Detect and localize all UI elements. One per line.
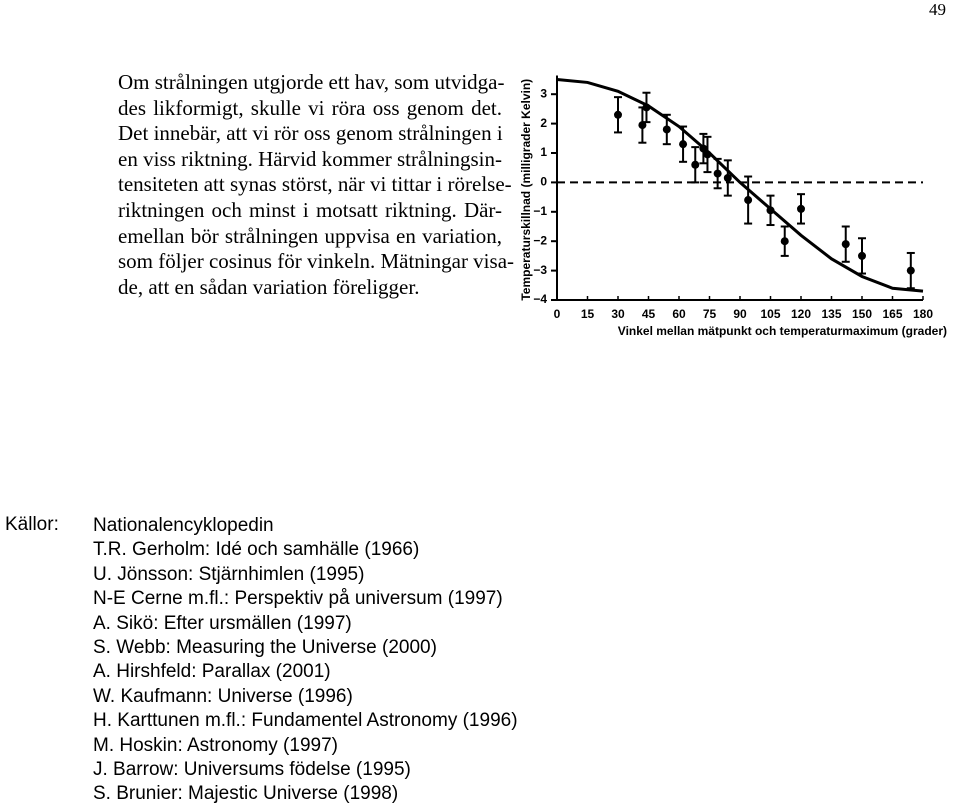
paragraph: Om strålningen utgjorde ett hav, som utv…	[118, 70, 515, 300]
x-tick-label: 0	[554, 307, 561, 321]
text-line: emellan bör strålningen uppvisa en varia…	[118, 223, 502, 248]
data-point	[841, 240, 850, 249]
text-line: riktningen och minst i motsatt riktning.…	[118, 197, 502, 222]
y-tick-label: −3	[533, 263, 547, 277]
source-item: N-E Cerne m.fl.: Perspektiv på universum…	[93, 588, 503, 610]
x-tick-label: 60	[672, 307, 686, 321]
source-item: H. Karttunen m.fl.: Fundamentel Astronom…	[93, 710, 518, 732]
x-tick-label: 105	[760, 307, 780, 321]
x-tick-label: 90	[733, 307, 747, 321]
data-point	[679, 140, 688, 149]
data-point	[744, 196, 753, 205]
sources-list: Nationalencyklopedin T.R. Gerholm: Idé oc…	[93, 514, 518, 807]
x-tick-label: 165	[882, 307, 902, 321]
source-item: S. Brunier: Majestic Universe (1998)	[93, 783, 399, 805]
fit-curve	[556, 78, 924, 293]
y-tick-label: −1	[533, 204, 547, 218]
data-point	[906, 266, 915, 275]
source-item: A. Sikö: Efter ursmällen (1997)	[93, 612, 352, 634]
text-line: tensiteten att synas störst, när vi titt…	[118, 172, 512, 197]
y-axis-label: Temperaturskillnad (milligrader Kelvin)	[519, 79, 533, 301]
x-tick-label: 45	[642, 307, 656, 321]
x-tick-label: 75	[703, 307, 717, 321]
x-tick-label: 15	[581, 307, 595, 321]
data-point	[614, 110, 622, 119]
data-point	[797, 204, 805, 213]
data-point	[713, 169, 722, 178]
x-tick-label: 135	[821, 307, 841, 321]
x-tick-label: 150	[852, 307, 872, 321]
text-line: de, att en sådan variation föreligger.	[118, 274, 420, 299]
data-point	[691, 160, 700, 169]
data-point	[858, 251, 866, 260]
text-line: Det innebär, att vi rör oss genom stråln…	[118, 121, 503, 146]
data-point	[723, 173, 732, 182]
x-tick-label: 120	[791, 307, 811, 321]
x-axis-label: Vinkel mellan mätpunkt och temperaturmax…	[618, 324, 947, 338]
data-point	[780, 237, 789, 246]
y-tick-label: −4	[533, 292, 547, 306]
y-tick-label: 3	[540, 86, 547, 100]
source-item: S. Webb: Measuring the Universe (2000)	[93, 637, 437, 659]
y-tick-label: −2	[533, 233, 547, 247]
y-tick-label: 0	[540, 175, 547, 189]
source-item: J. Barrow: Universums födelse (1995)	[93, 759, 411, 781]
sources-label: Källor:	[5, 514, 59, 535]
source-item: M. Hoskin: Astronomy (1997)	[93, 734, 338, 756]
text-line: en viss riktning. Härvid kommer strålnin…	[118, 146, 502, 171]
text-line: des likformigt, skulle vi röra oss genom…	[118, 95, 502, 120]
source-item: Nationalencyklopedin	[93, 515, 274, 536]
text-line: som följer cosinus för vinkeln. Mätninga…	[118, 249, 515, 274]
source-item: T.R. Gerholm: Idé och samhälle (1966)	[93, 539, 420, 561]
text-line: Om strålningen utgjorde ett hav, som utv…	[118, 70, 505, 94]
y-tick-label: 1	[540, 145, 547, 159]
source-item: A. Hirshfeld: Parallax (2001)	[93, 661, 331, 683]
page-number: 49	[929, 0, 946, 19]
y-tick-label: 2	[540, 116, 547, 130]
x-tick-label: 30	[611, 307, 625, 321]
source-item: U. Jönsson: Stjärnhimlen (1995)	[93, 563, 365, 585]
data-point	[662, 125, 671, 134]
x-tick-label: 180	[913, 307, 933, 321]
source-item: W. Kaufmann: Universe (1996)	[93, 685, 353, 707]
